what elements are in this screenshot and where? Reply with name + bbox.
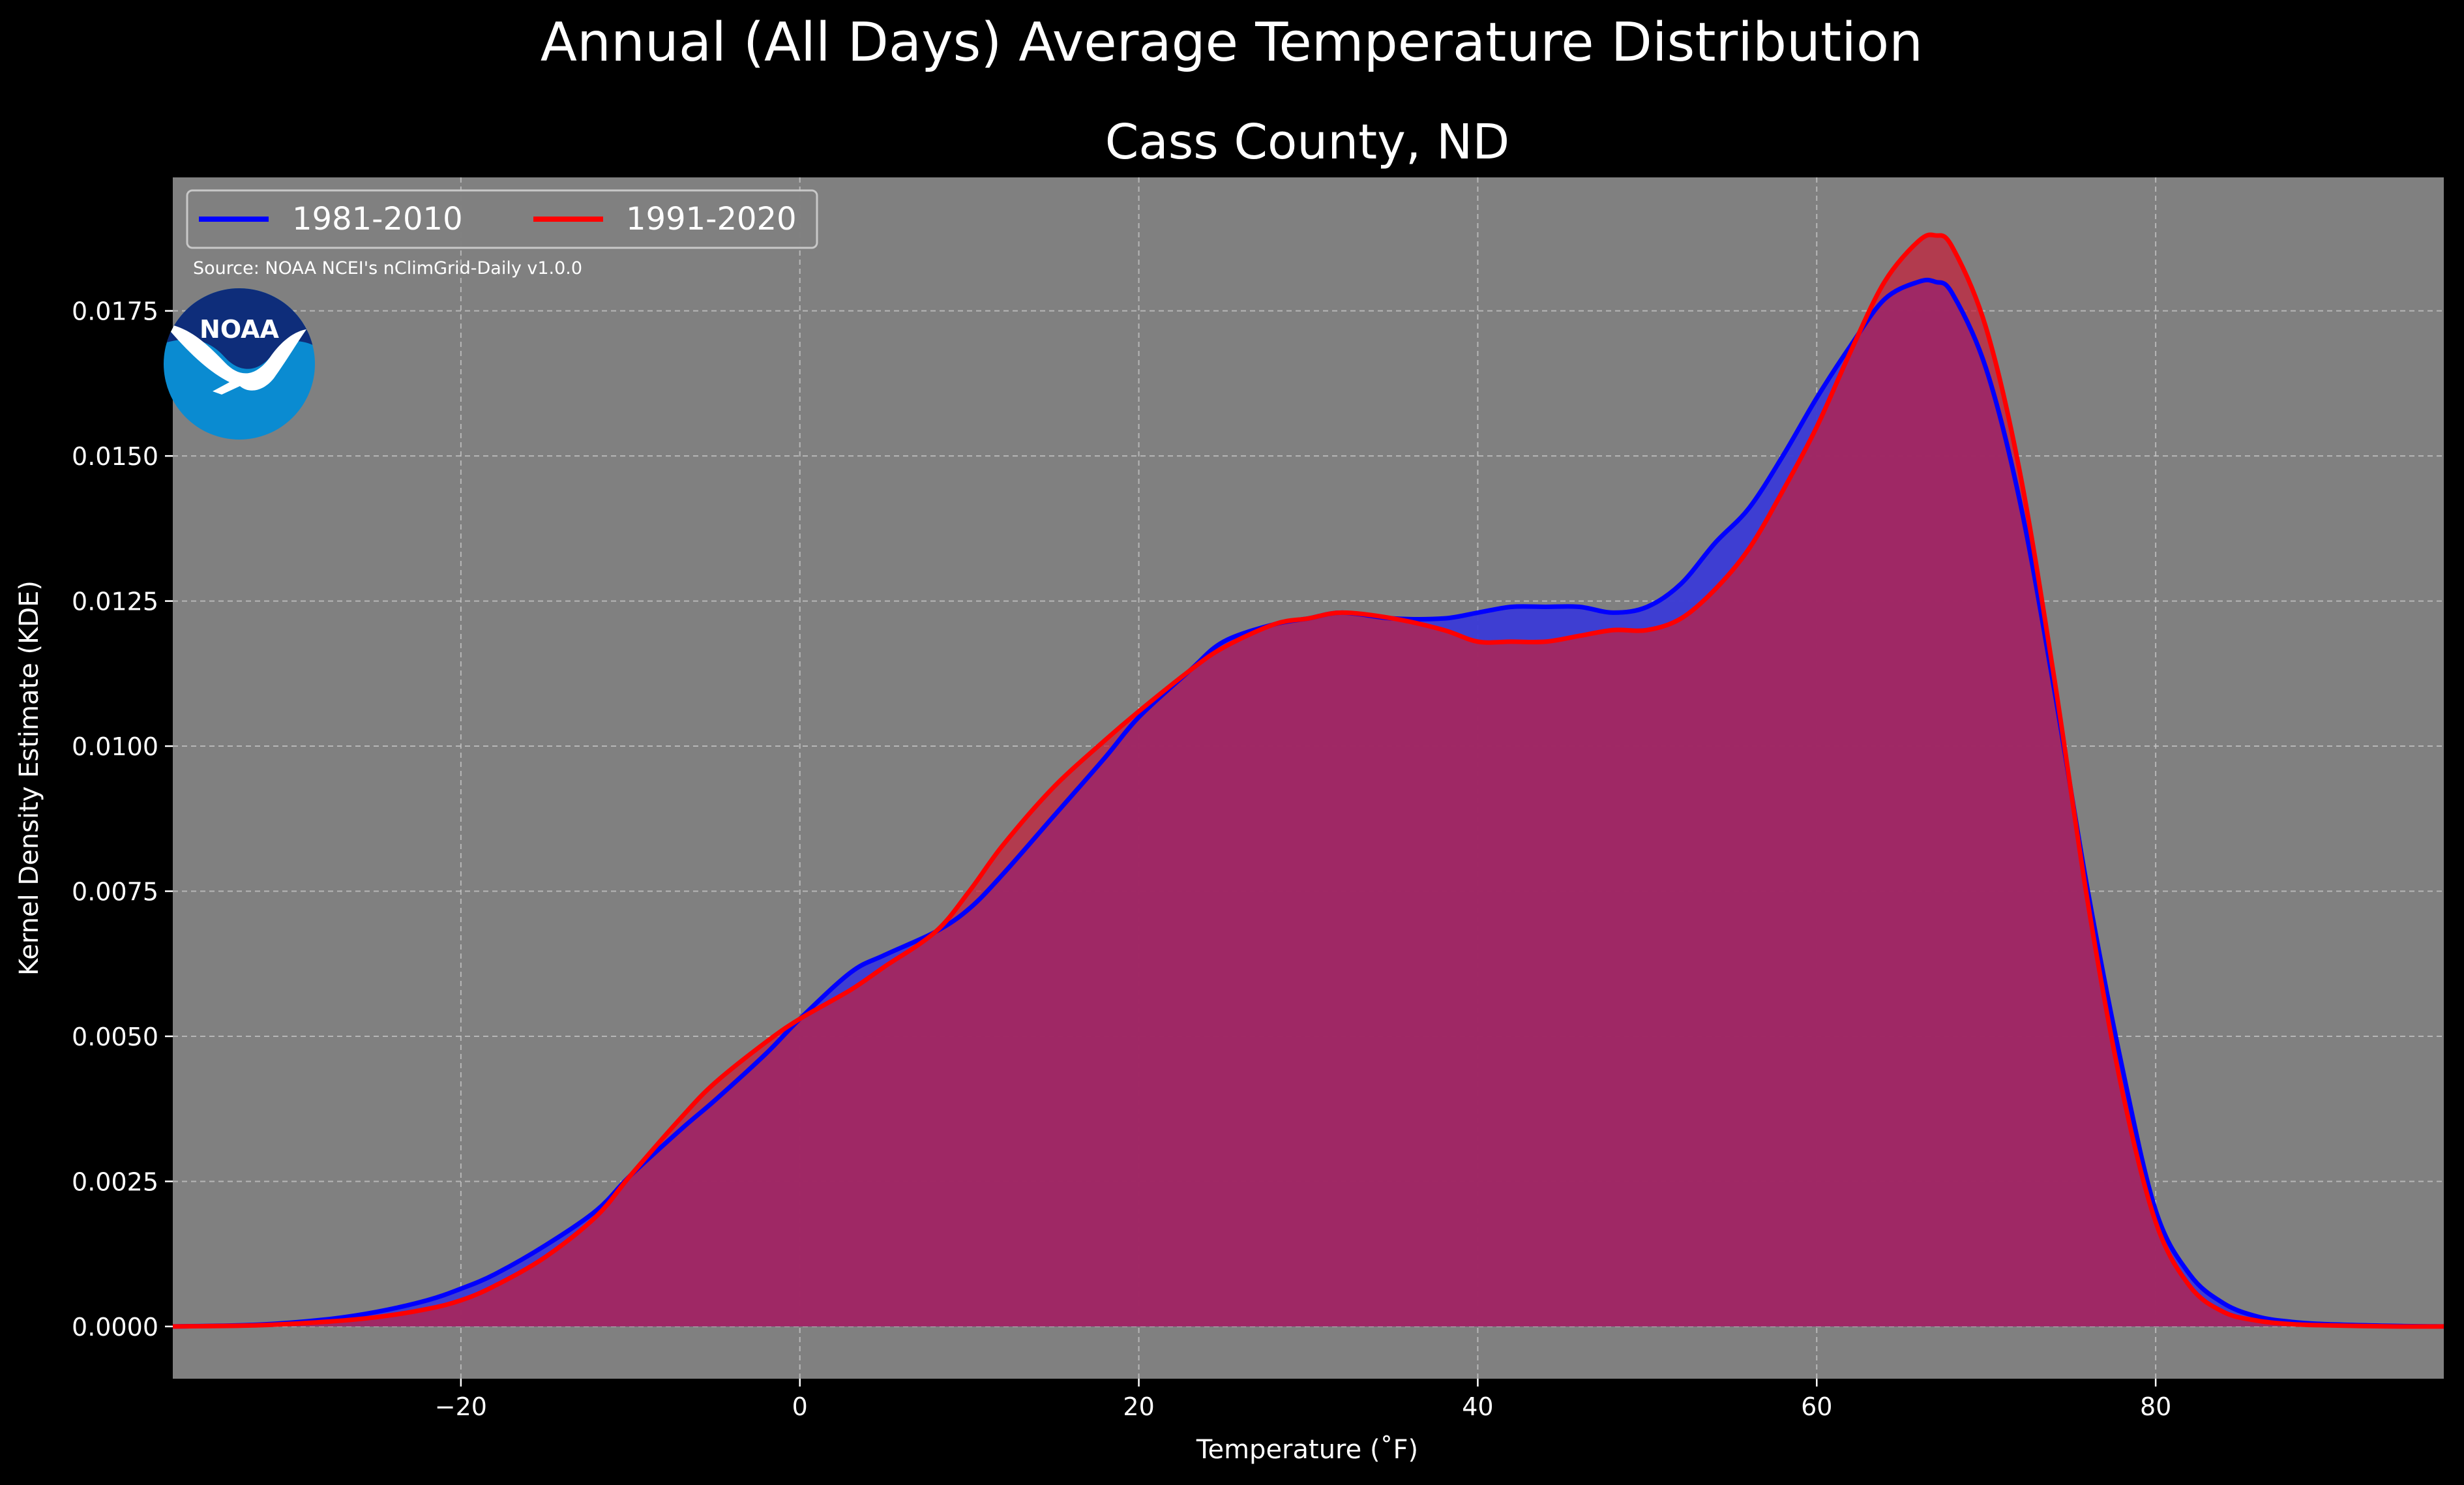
x-tick-label: −20 (435, 1392, 487, 1421)
density-fills (173, 234, 2444, 1327)
chart-title: Annual (All Days) Average Temperature Di… (541, 12, 1923, 74)
legend-label-1981-2010: 1981-2010 (292, 201, 463, 237)
y-axis: 0.0000 0.0025 0.0050 0.0075 0.0100 0.0125 0.01… (72, 297, 173, 1342)
y-tick-label: 0.0175 (72, 297, 158, 326)
density-fill-1991-2020 (173, 234, 2444, 1327)
legend-box (186, 189, 818, 249)
y-tick-label: 0.0150 (72, 442, 158, 471)
y-tick-label: 0.0100 (72, 732, 158, 761)
chart-subtitle: Cass County, ND (1105, 114, 1510, 170)
x-tick-label: 80 (2140, 1392, 2171, 1421)
x-tick-label: 60 (1801, 1392, 1832, 1421)
y-tick-label: 0.0000 (72, 1313, 158, 1342)
y-tick-label: 0.0075 (72, 878, 158, 907)
legend: 1981-2010 1991-2020 (186, 189, 818, 249)
density-line-1991-2020 (173, 232, 2444, 1329)
noaa-logo-text: NOAA (200, 315, 279, 344)
x-axis: −20 0 20 40 60 80 (435, 1379, 2171, 1421)
x-axis-label: Temperature (˚F) (1196, 1435, 1418, 1465)
x-tick-label: 20 (1123, 1392, 1154, 1421)
density-lines (173, 232, 2444, 1329)
y-axis-label: Kernel Density Estimate (KDE) (14, 580, 44, 976)
legend-label-1991-2020: 1991-2020 (626, 201, 797, 237)
x-tick-label: 0 (792, 1392, 808, 1421)
y-tick-label: 0.0125 (72, 588, 158, 616)
x-tick-label: 40 (1462, 1392, 1493, 1421)
y-tick-label: 0.0025 (72, 1167, 158, 1196)
source-note: Source: NOAA NCEI's nClimGrid-Daily v1.0… (193, 258, 582, 278)
y-tick-label: 0.0050 (72, 1023, 158, 1051)
